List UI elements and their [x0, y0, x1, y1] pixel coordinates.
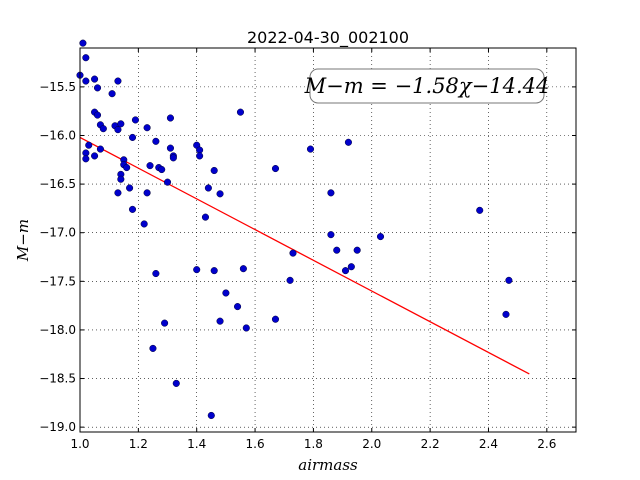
x-tick-label: 1.4	[187, 437, 206, 451]
data-point	[93, 111, 102, 119]
data-point	[91, 75, 99, 83]
data-point	[152, 269, 160, 278]
data-point	[271, 164, 280, 173]
data-points	[76, 39, 513, 420]
data-point	[333, 246, 341, 254]
data-point	[93, 84, 102, 92]
y-tick-label: −17.5	[39, 274, 76, 288]
data-point	[341, 267, 350, 275]
data-point	[82, 54, 90, 62]
data-point	[169, 154, 177, 162]
chart-title: 2022-04-30_002100	[247, 28, 409, 48]
data-point	[85, 141, 93, 149]
y-tick-label: −19.0	[39, 420, 76, 434]
data-point	[222, 289, 230, 297]
y-tick-label: −16.5	[39, 177, 76, 191]
data-point	[82, 155, 90, 163]
data-point	[128, 133, 137, 141]
data-point	[149, 344, 157, 352]
data-point	[146, 162, 154, 170]
fit-equation: M−m = −1.58χ−14.44	[304, 74, 550, 98]
x-tick-label: 2.6	[537, 437, 556, 451]
x-tick-label: 2.0	[362, 437, 381, 451]
data-point	[114, 77, 122, 85]
y-axis-label: M−m	[14, 219, 32, 262]
data-point	[123, 164, 131, 172]
data-point	[344, 138, 352, 146]
data-point	[96, 145, 104, 153]
fit-line	[79, 136, 530, 375]
annotation-box	[309, 68, 545, 104]
data-point	[161, 319, 169, 327]
y-tick-label: −16.0	[39, 128, 76, 142]
data-point	[108, 90, 116, 98]
data-point	[131, 116, 139, 124]
data-point	[172, 379, 180, 387]
data-point	[99, 125, 107, 133]
data-point	[152, 137, 160, 145]
x-tick-label: 2.4	[479, 437, 498, 451]
data-point	[236, 108, 245, 116]
data-point	[79, 39, 87, 47]
data-point	[204, 184, 212, 192]
data-point	[114, 126, 122, 134]
x-tick-label: 2.2	[421, 437, 440, 451]
data-point	[239, 265, 247, 273]
fit-annotation: M−m = −1.58χ−14.44	[304, 68, 550, 104]
data-point	[140, 220, 148, 228]
data-point	[126, 184, 134, 192]
data-point	[114, 189, 122, 197]
data-point	[327, 231, 335, 239]
data-point	[271, 315, 280, 323]
data-point	[216, 190, 224, 198]
data-point	[128, 205, 137, 213]
data-point	[286, 276, 294, 284]
data-point	[289, 249, 297, 257]
data-point	[166, 144, 174, 152]
data-point	[158, 165, 166, 174]
plot-frame	[79, 47, 577, 433]
x-tick-label: 1.8	[304, 437, 323, 451]
data-point	[91, 152, 99, 160]
data-point	[207, 411, 215, 420]
fit-line-group	[79, 136, 530, 375]
data-point	[376, 233, 385, 241]
data-point	[327, 189, 335, 197]
data-point	[505, 276, 513, 284]
y-tick-label: −15.5	[39, 80, 76, 94]
data-point	[196, 152, 204, 160]
data-point	[242, 324, 250, 332]
data-point	[347, 263, 355, 271]
x-axis-label: airmass	[298, 456, 358, 474]
y-tick-label: −18.0	[39, 323, 76, 337]
x-tick-label: 1.6	[246, 437, 265, 451]
data-point	[166, 114, 174, 122]
data-point	[353, 246, 361, 254]
y-tick-label: −18.5	[39, 372, 76, 386]
data-point	[216, 317, 224, 325]
data-point	[143, 124, 151, 132]
data-point	[210, 166, 218, 175]
data-point	[82, 77, 90, 85]
data-point	[502, 310, 510, 318]
data-point	[476, 206, 484, 214]
data-point	[234, 303, 242, 311]
data-point	[117, 175, 125, 183]
y-tick-label: −17.0	[39, 226, 76, 240]
data-point	[306, 145, 315, 153]
data-point	[143, 189, 151, 197]
data-point	[201, 213, 210, 221]
x-tick-label: 1.2	[129, 437, 148, 451]
data-point	[210, 267, 218, 275]
data-point	[117, 120, 125, 128]
x-tick-label: 1.0	[70, 437, 89, 451]
axis-ticks: 1.0 1.2 1.4 1.6 1.8 2.0 2.2 2.4 2.6 −15.5 −16.0 −16…	[39, 48, 576, 451]
data-point	[163, 178, 172, 186]
data-point	[193, 266, 201, 274]
